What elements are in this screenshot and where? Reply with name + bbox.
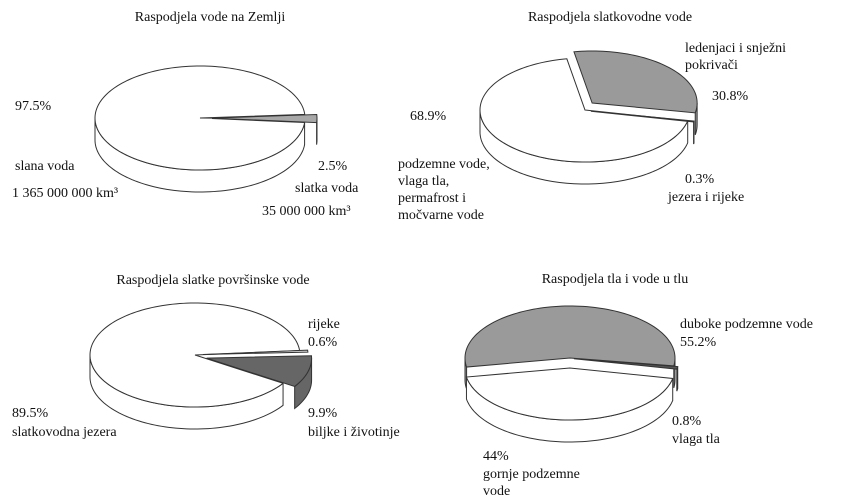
- value-label: 0.6%: [308, 335, 338, 350]
- category-label: slatkovodna jezera: [12, 425, 117, 440]
- category-label: duboke podzemne vode: [680, 317, 813, 332]
- category-label: vlaga tla: [672, 432, 720, 447]
- chart-title: Raspodjela tla i vode u tlu: [541, 272, 689, 287]
- value-label: 97.5%: [15, 99, 52, 114]
- category-label: slatka voda: [295, 181, 359, 196]
- annotation: 35 000 000 km³: [262, 204, 351, 219]
- slice-side: [676, 366, 679, 392]
- slice: [464, 305, 676, 368]
- value-label: 0.8%: [672, 414, 702, 429]
- category-label: ledenjaci i snježni pokrivači: [685, 41, 787, 73]
- slice: [89, 302, 301, 408]
- value-label: 30.8%: [712, 89, 749, 104]
- chart-title: Raspodjela vode na Zemlji: [134, 10, 286, 25]
- chart-title: Raspodjela slatke površinske vode: [116, 273, 310, 288]
- category-label: rijeke: [308, 317, 340, 332]
- category-label: gornje podzemne vode: [483, 467, 580, 499]
- category-label: slana voda: [15, 159, 75, 174]
- value-label: 44%: [483, 449, 509, 464]
- slice: [211, 113, 318, 124]
- slice: [202, 349, 309, 355]
- value-label: 9.9%: [308, 406, 338, 421]
- category-label: biljke i životinje: [308, 425, 400, 440]
- value-label: 89.5%: [12, 406, 49, 421]
- slice: [479, 58, 689, 163]
- slice: [573, 358, 679, 370]
- slice: [206, 355, 313, 388]
- slice: [590, 110, 695, 123]
- slice: [465, 367, 674, 421]
- annotation: 1 365 000 000 km³: [12, 186, 119, 201]
- category-label: jezera i rijeke: [668, 190, 745, 205]
- category-label: podzemne vode, vlaga tla, permafrost i m…: [398, 157, 490, 223]
- value-label: 55.2%: [680, 335, 717, 350]
- value-label: 0.3%: [685, 172, 715, 187]
- chart-title: Raspodjela slatkovodne vode: [527, 10, 693, 25]
- value-label: 2.5%: [318, 159, 348, 174]
- value-label: 68.9%: [410, 109, 447, 124]
- slice: [573, 50, 698, 114]
- slice: [94, 65, 306, 171]
